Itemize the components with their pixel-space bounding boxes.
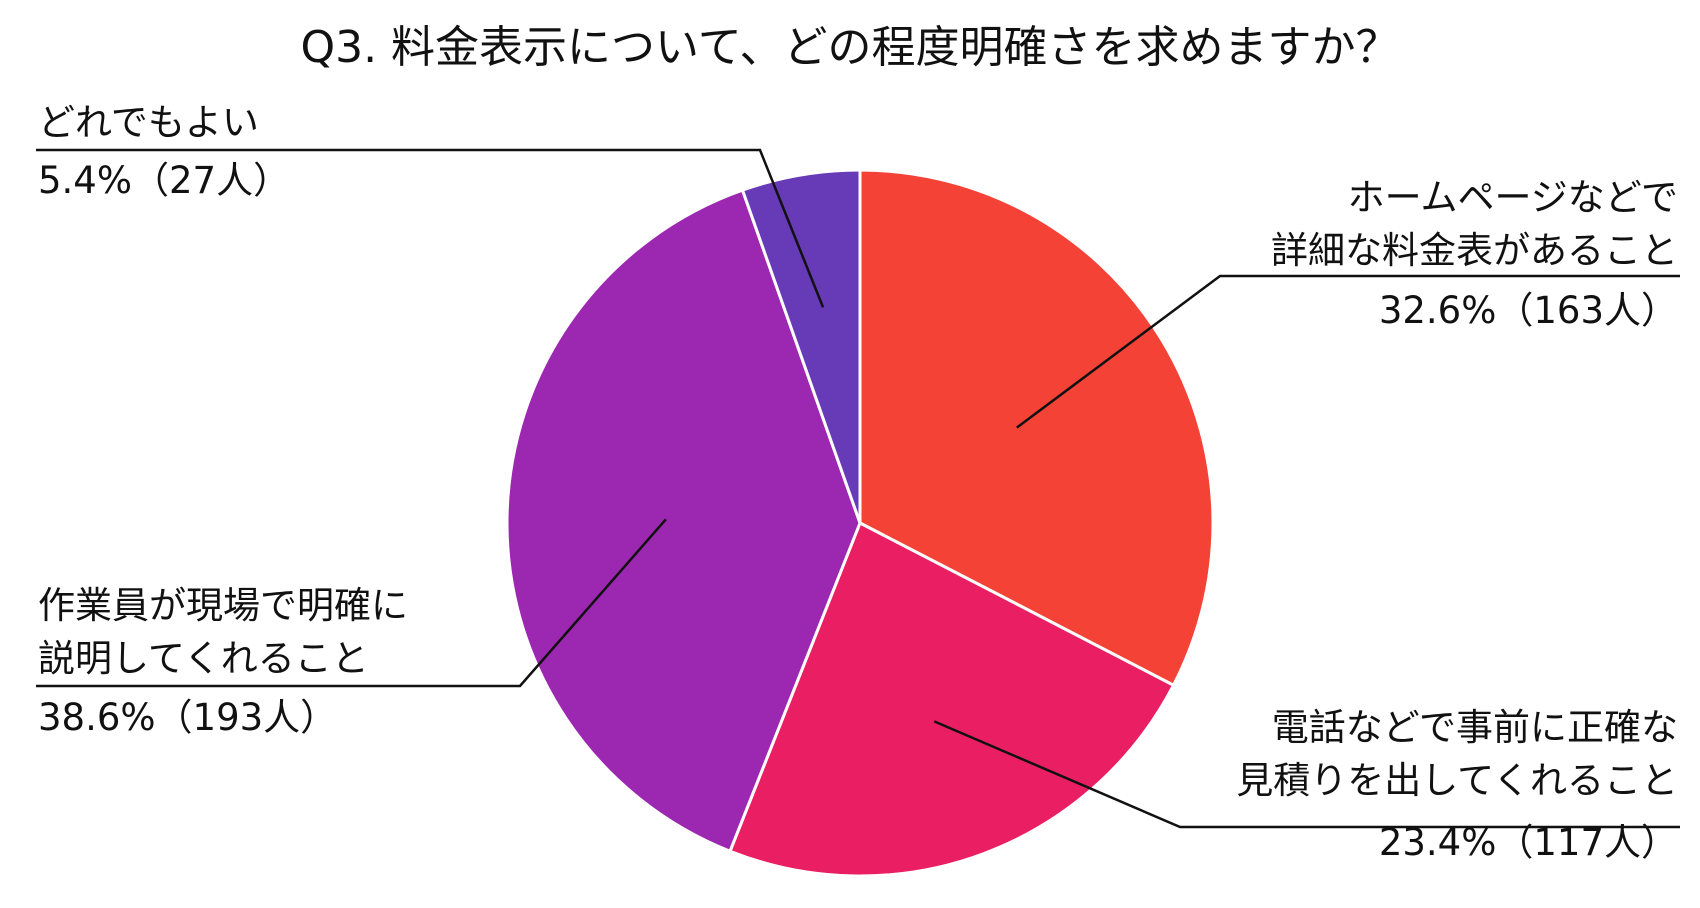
pie-slice-4 (740, 168, 862, 524)
pie-slices (505, 168, 1215, 878)
leader-line-2 (933, 720, 1680, 829)
slice-label-3-line-1: 作業員が現場で明確に (38, 584, 408, 627)
leader-line-1 (1016, 274, 1680, 429)
leader-line-4 (36, 148, 825, 308)
pie-slice-3 (505, 188, 862, 854)
leader-lines (36, 148, 1680, 829)
slice-label-1-line-2: 詳細な料金表があること (1271, 229, 1678, 272)
slice-label-4-line-1: どれでもよい (38, 101, 259, 144)
slice-label-2-line-1: 電話などで事前に正確な (1272, 706, 1678, 749)
slice-label-1-line-1: ホームページなどで (1348, 176, 1678, 219)
slice-value-label-4: 5.4%（27人） (38, 159, 290, 202)
slice-value-label-2: 23.4%（117人） (1379, 821, 1678, 864)
slice-value-label-1: 32.6%（163人） (1379, 289, 1678, 332)
leader-line-3 (36, 518, 667, 688)
slice-value-label-3: 38.6%（193人） (38, 696, 337, 739)
pie-slice-2 (728, 520, 1176, 878)
slice-label-2-line-2: 見積りを出してくれること (1236, 759, 1678, 802)
chart-title: Q3. 料金表示について、どの程度明確さを求めますか？ (300, 22, 1399, 73)
pie-slice-1 (858, 168, 1215, 688)
slice-label-3-line-2: 説明してくれること (38, 637, 369, 680)
